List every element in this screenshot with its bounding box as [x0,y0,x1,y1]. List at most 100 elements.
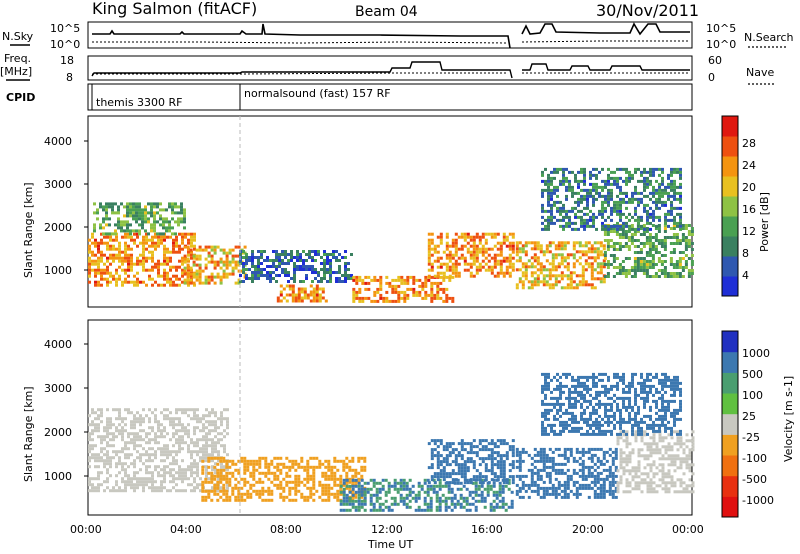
echo-cell [102,232,105,236]
echo-cell [147,220,150,224]
echo-cell [547,209,550,213]
date-title: 30/Nov/2011 [596,1,699,20]
echo-cell [596,250,600,254]
echo-cell [260,256,263,259]
echo-cell [615,266,619,269]
echo-cell [569,271,573,275]
echo-cell [664,472,668,476]
echo-cell [226,408,229,412]
echo-cell [344,265,347,268]
echo-cell [406,293,410,297]
echo-cell [157,241,160,245]
echo-cell [348,468,352,472]
echo-cell [559,179,562,183]
echo-cell [667,487,671,491]
echo-cell [436,271,440,275]
echo-cell [196,462,199,466]
echo-cell [129,229,132,233]
echo-cell [255,489,259,493]
echo-cell [193,477,196,481]
echo-cell [550,179,553,183]
echo-cell [279,471,283,475]
echo-cell [124,474,127,478]
echo-cell [475,265,479,269]
echo-cell [127,441,130,445]
echo-cell [352,287,356,291]
echo-cell [679,218,682,222]
echo-cell [205,456,208,460]
echo-cell [681,224,685,227]
echo-cell [216,468,220,472]
echo-cell [358,290,362,294]
echo-cell [418,278,422,282]
echo-cell [342,483,346,487]
echo-cell [264,465,268,469]
echo-cell [460,454,464,458]
echo-cell [536,256,540,260]
echo-cell [566,459,570,463]
echo-cell [336,489,340,493]
echo-cell [127,477,130,481]
echo-cell [651,275,655,278]
echo-cell [673,206,676,210]
echo-cell [518,268,522,272]
echo-cell [530,462,534,466]
echo-cell [669,251,673,254]
echo-cell [436,472,440,476]
echo-cell [303,296,307,300]
echo-cell [121,429,124,433]
echo-cell [530,283,534,287]
echo-cell [501,496,505,500]
echo-cell [88,459,91,463]
echo-cell [633,257,637,260]
echo-cell [154,453,157,457]
echo-cell [556,188,559,192]
echo-cell [688,478,692,482]
echo-cell [291,290,295,294]
echo-cell [222,486,226,490]
echo-cell [565,224,568,228]
echo-cell [105,214,108,218]
echo-cell [183,272,187,276]
echo-cell [332,256,335,259]
echo-cell [533,247,537,251]
echo-cell [293,277,296,280]
echo-cell [640,173,643,177]
echo-cell [136,420,139,424]
echo-cell [483,505,487,509]
echo-cell [484,241,488,245]
echo-cell [445,287,449,291]
echo-cell [604,224,607,228]
echo-cell [599,280,603,284]
echo-cell [501,487,505,491]
echo-cell [690,242,694,245]
echo-cell [121,438,124,442]
echo-cell [187,450,190,454]
echo-cell [604,182,607,186]
echo-cell [596,271,600,275]
echo-cell [496,262,500,266]
echo-cell [550,408,553,412]
echo-cell [300,456,304,460]
echo-cell [554,486,558,490]
echo-cell [330,477,334,481]
echo-cell [166,271,169,275]
echo-cell [178,277,181,281]
echo-cell [222,275,226,279]
echo-cell [634,167,637,171]
echo-cell [463,463,467,467]
echo-cell [94,489,97,493]
echo-cell [550,194,553,198]
echo-cell [631,466,635,470]
echo-cell [442,445,446,449]
echo-cell [344,250,347,253]
echo-cell [130,426,133,430]
echo-cell [450,502,454,506]
echo-cell [606,233,610,236]
echo-cell [254,274,257,277]
echo-cell [358,296,362,300]
echo-cell [631,227,634,231]
echo-cell [174,205,177,209]
echo-cell [169,480,172,484]
echo-cell [130,483,133,487]
